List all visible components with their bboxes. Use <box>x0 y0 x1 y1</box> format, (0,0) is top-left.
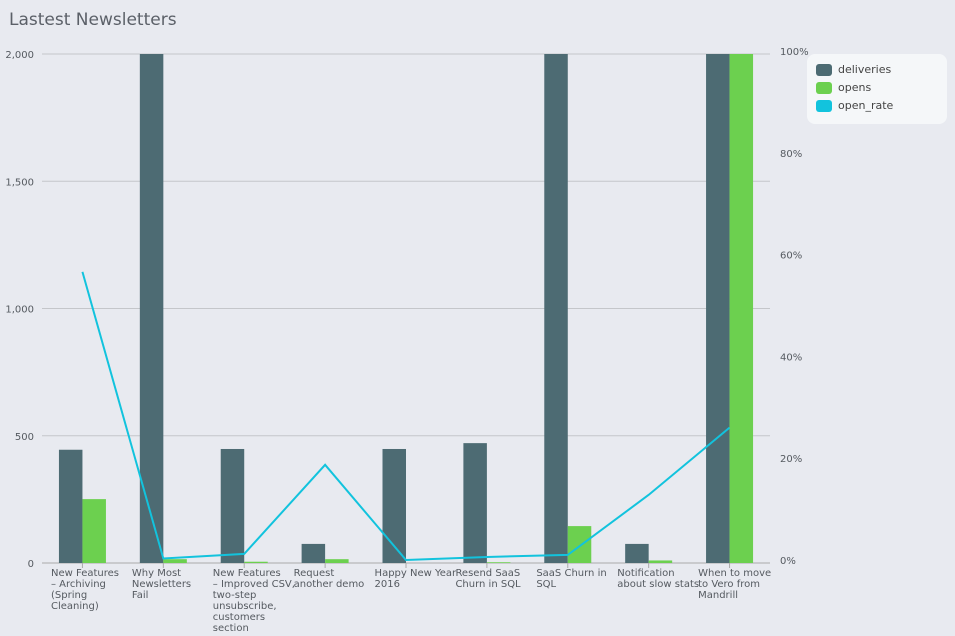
bar-opens <box>82 499 106 563</box>
legend-label: opens <box>838 81 872 94</box>
bar-opens <box>244 561 268 563</box>
bar-deliveries <box>220 448 245 563</box>
x-tick-label: Resend SaaS Churn in SQL <box>455 568 521 590</box>
legend-swatch <box>816 63 832 76</box>
y-tick-label: 1,500 <box>5 177 34 188</box>
bar-opens <box>163 559 187 563</box>
y2-tick-label: 20% <box>780 454 802 465</box>
y-tick-label: 1,000 <box>5 305 34 316</box>
x-tick-label: New Features – Archiving (Spring Cleaning) <box>51 568 119 612</box>
legend-item-deliveries[interactable]: deliveries <box>816 63 891 76</box>
y-tick-label: 0 <box>28 559 34 570</box>
x-tick-label: New Features – Improved CSV, two-step unsub… <box>213 568 295 634</box>
legend-label: deliveries <box>838 63 892 76</box>
y2-tick-label: 60% <box>780 251 802 262</box>
bar-deliveries <box>544 54 568 563</box>
x-tick-label: SaaS Churn in SQL <box>536 568 606 590</box>
y2-tick-label: 0% <box>780 556 796 567</box>
bar-opens <box>729 54 754 563</box>
legend-item-open-rate[interactable]: open_rate <box>816 99 893 112</box>
bar-opens <box>325 559 349 563</box>
y2-tick-label: 80% <box>780 149 802 160</box>
y2-tick-label: 100% <box>780 47 809 58</box>
bar-deliveries <box>58 449 83 563</box>
bar-opens <box>567 526 592 563</box>
legend-swatch <box>816 81 832 94</box>
x-tick-label: Notification about slow stats <box>617 568 699 590</box>
legend-swatch <box>816 99 832 112</box>
bar-deliveries <box>706 54 730 563</box>
bar-opens <box>648 560 673 563</box>
x-tick-label: Happy New Year 2016 <box>375 568 457 590</box>
bar-deliveries <box>625 543 649 563</box>
bar-opens <box>486 562 511 563</box>
y2-tick-label: 40% <box>780 352 802 363</box>
x-tick-label: Why Most Newsletters Fail <box>132 568 191 601</box>
legend-item-opens[interactable]: opens <box>816 81 871 94</box>
bar-deliveries <box>301 543 326 563</box>
x-tick-label: Request another demo <box>294 568 365 590</box>
x-tick-label: When to move to Vero from Mandrill <box>698 568 771 601</box>
bar-deliveries <box>382 448 406 563</box>
chart-title: Lastest Newsletters <box>9 10 177 30</box>
y-tick-label: 500 <box>15 432 34 443</box>
legend: deliveries opens open_rate <box>807 54 947 124</box>
bar-deliveries <box>139 54 164 563</box>
bar-deliveries <box>463 443 487 563</box>
legend-label: open_rate <box>838 99 894 112</box>
y-tick-label: 2,000 <box>5 50 34 61</box>
